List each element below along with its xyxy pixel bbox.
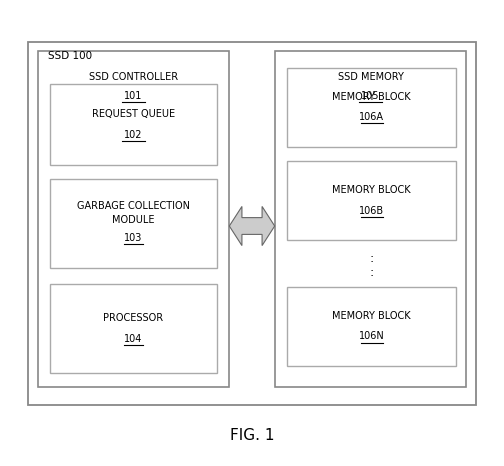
- Text: :: :: [369, 252, 373, 265]
- Bar: [287, 68, 456, 147]
- Text: 106A: 106A: [359, 112, 384, 123]
- Text: MODULE: MODULE: [112, 215, 155, 225]
- Text: 103: 103: [124, 233, 143, 243]
- Text: MEMORY BLOCK: MEMORY BLOCK: [332, 92, 411, 102]
- Text: SSD 100: SSD 100: [48, 51, 92, 61]
- Bar: [287, 161, 456, 240]
- Text: FIG. 1: FIG. 1: [230, 428, 274, 443]
- Text: 106N: 106N: [359, 331, 385, 342]
- Text: SSD CONTROLLER: SSD CONTROLLER: [89, 72, 178, 82]
- Bar: [28, 42, 476, 405]
- Text: 102: 102: [124, 130, 143, 140]
- Text: GARBAGE COLLECTION: GARBAGE COLLECTION: [77, 201, 190, 211]
- Text: :: :: [369, 266, 373, 279]
- Bar: [50, 284, 217, 373]
- Text: MEMORY BLOCK: MEMORY BLOCK: [332, 311, 411, 321]
- Text: 105: 105: [361, 90, 380, 101]
- Text: 101: 101: [124, 90, 143, 101]
- Bar: [50, 179, 217, 268]
- Text: REQUEST QUEUE: REQUEST QUEUE: [92, 110, 175, 119]
- Text: SSD MEMORY: SSD MEMORY: [338, 72, 403, 82]
- Bar: [275, 51, 466, 387]
- Text: MEMORY BLOCK: MEMORY BLOCK: [332, 185, 411, 195]
- Bar: [287, 287, 456, 366]
- Text: 104: 104: [124, 334, 143, 344]
- Bar: [38, 51, 229, 387]
- Text: PROCESSOR: PROCESSOR: [103, 313, 164, 323]
- Bar: [50, 84, 217, 165]
- Polygon shape: [229, 206, 275, 246]
- Text: 106B: 106B: [359, 206, 384, 216]
